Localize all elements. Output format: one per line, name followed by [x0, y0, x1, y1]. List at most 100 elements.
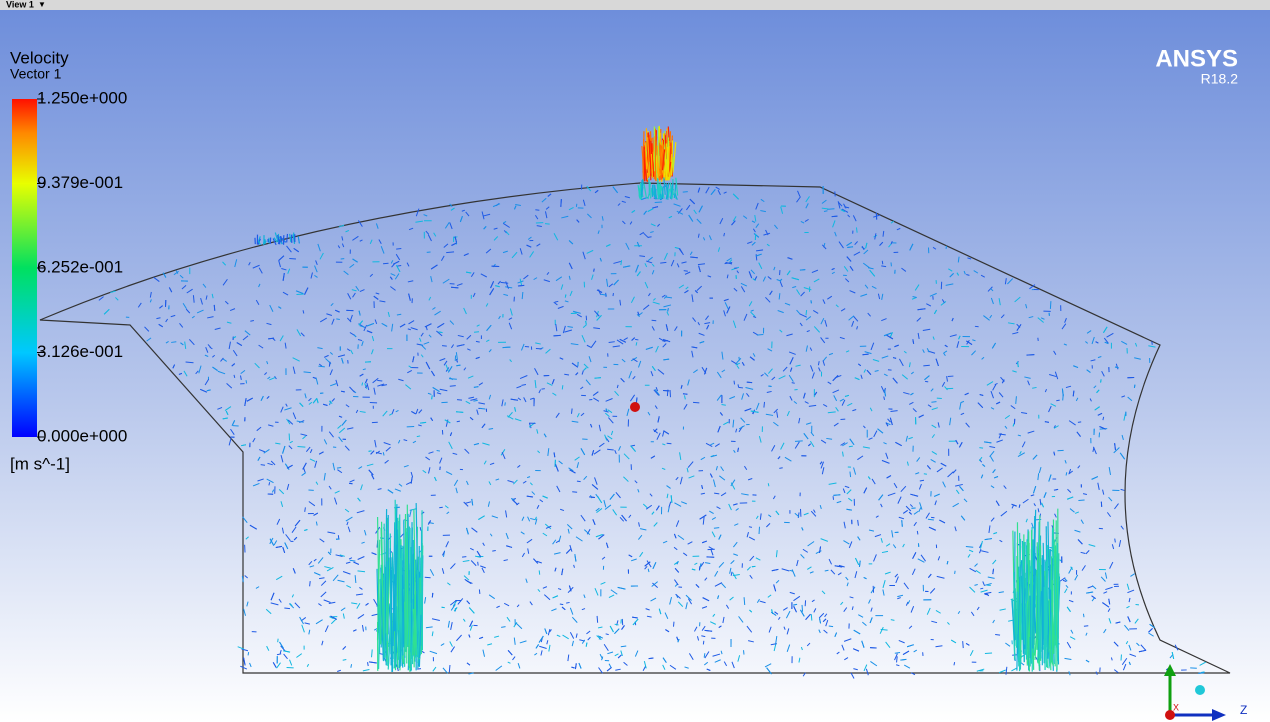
triad-z-label: Z — [1240, 703, 1247, 717]
vector — [377, 380, 382, 381]
vector — [432, 395, 433, 399]
vector — [897, 656, 898, 662]
vector — [539, 570, 540, 574]
vector — [297, 447, 305, 448]
vector — [450, 386, 456, 387]
vector — [562, 385, 563, 389]
vector — [456, 365, 460, 366]
tick-label: 0.000e+000 — [37, 426, 127, 445]
vector — [649, 658, 654, 659]
vector — [895, 652, 900, 653]
view-tab[interactable]: View 1 — [6, 0, 34, 9]
vector — [397, 314, 401, 315]
vector — [811, 614, 812, 620]
vector — [372, 649, 373, 657]
vector — [802, 605, 803, 612]
legend-unit: [m s^-1] — [10, 454, 70, 473]
vector — [699, 566, 700, 570]
legend-subtitle: Vector 1 — [10, 66, 62, 82]
brand-version: R18.2 — [1201, 71, 1239, 87]
vector — [310, 581, 311, 586]
vector — [749, 527, 752, 528]
plume-vector — [669, 189, 670, 195]
vector — [522, 292, 523, 299]
plume-vector — [281, 236, 282, 242]
vector — [594, 378, 600, 379]
vector — [305, 507, 306, 512]
vector — [862, 354, 868, 355]
vector — [1073, 391, 1074, 397]
vector — [635, 339, 638, 340]
vector — [639, 256, 645, 257]
background — [0, 10, 1270, 722]
vector — [764, 402, 765, 408]
vector — [690, 257, 697, 258]
vector — [566, 602, 569, 603]
vector — [1100, 429, 1108, 430]
vector — [891, 620, 895, 621]
view-tab-arrow[interactable]: ▼ — [38, 0, 46, 9]
vector — [480, 408, 485, 409]
vector — [811, 300, 812, 303]
vector — [572, 492, 577, 493]
vector — [214, 305, 215, 311]
vector — [925, 381, 928, 382]
vector — [825, 570, 829, 571]
vector — [923, 365, 929, 366]
plume-vector — [287, 234, 288, 243]
vector — [518, 285, 524, 286]
vector — [234, 375, 235, 378]
vector — [383, 263, 388, 264]
vector — [931, 402, 936, 403]
vector — [451, 287, 458, 288]
vector — [800, 270, 805, 271]
vector — [995, 635, 1000, 636]
plume-vector — [1017, 591, 1018, 645]
vector — [1050, 301, 1051, 309]
vector — [478, 562, 479, 566]
tick-label: 9.379e-001 — [37, 173, 123, 192]
vector — [284, 608, 290, 609]
vector — [806, 310, 807, 315]
vector — [648, 237, 652, 238]
probe-point — [630, 402, 640, 412]
plume-vector — [643, 160, 644, 181]
vector — [594, 269, 595, 272]
tick-label: 6.252e-001 — [37, 257, 123, 276]
vector — [457, 421, 460, 422]
vector — [739, 387, 743, 388]
vector — [368, 662, 369, 666]
vector — [850, 472, 851, 477]
triad-x-label: X — [1173, 702, 1179, 712]
vector — [261, 465, 265, 466]
vector — [703, 641, 704, 645]
tab-bar — [0, 0, 1270, 10]
vector — [849, 446, 853, 447]
vector — [1019, 504, 1020, 507]
vector — [474, 387, 479, 388]
vector — [296, 294, 303, 295]
vector — [963, 641, 964, 648]
vector — [900, 659, 906, 660]
color-bar — [12, 99, 37, 437]
vector — [902, 520, 903, 526]
vector — [246, 380, 247, 383]
vector — [1115, 539, 1116, 543]
vector — [343, 660, 347, 661]
vector — [564, 374, 569, 375]
legend-title: Velocity — [10, 48, 69, 67]
vector — [747, 382, 752, 383]
vector — [684, 271, 688, 272]
plume-vector — [1014, 572, 1015, 656]
vector — [606, 408, 607, 411]
vector — [979, 448, 983, 449]
plume-vector — [283, 235, 284, 244]
vector — [779, 468, 782, 469]
vector — [417, 436, 420, 437]
vector — [714, 528, 719, 529]
vector — [369, 451, 372, 452]
plume-vector — [639, 188, 640, 197]
vector — [560, 604, 563, 605]
vector — [757, 335, 763, 336]
vector — [589, 497, 595, 498]
